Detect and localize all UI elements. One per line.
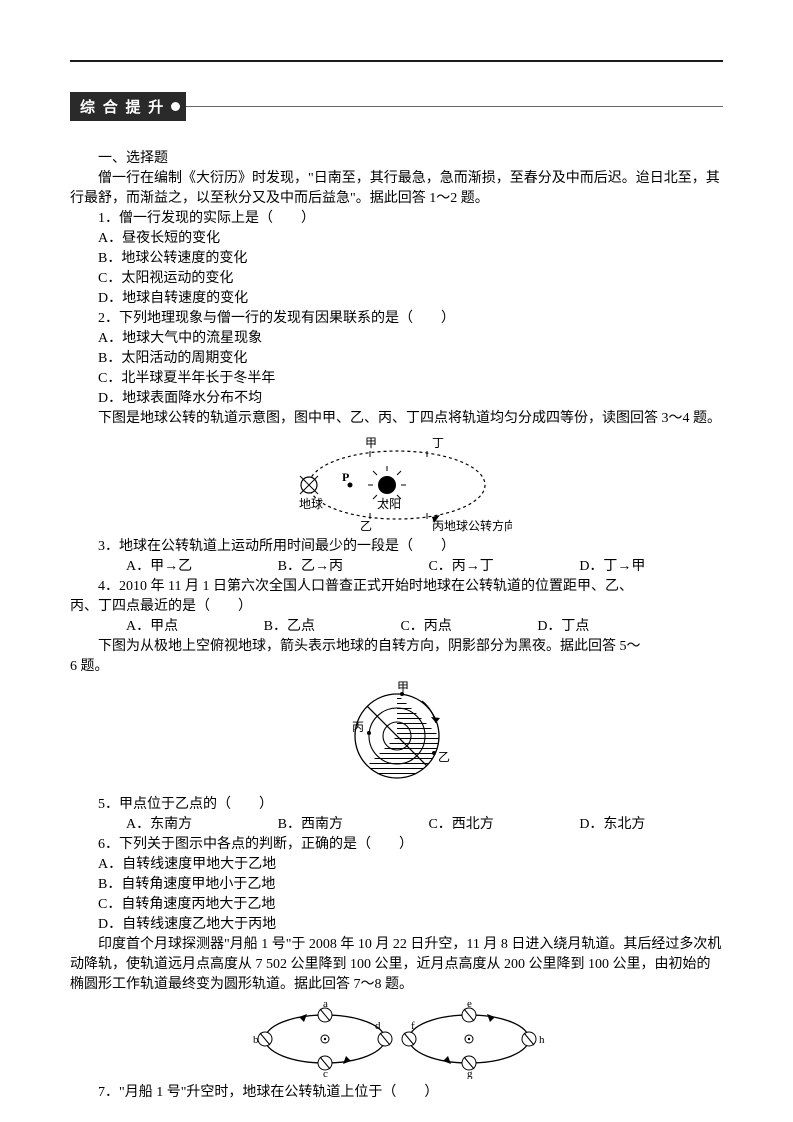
section-label: 一、选择题 [70,149,723,169]
double-orbit-diagram-icon: a b c d e f g h [247,999,547,1079]
polar-diagram-icon: 甲 乙 丙 [332,681,462,791]
section-title: 综 合 提 升 [80,96,165,117]
q1-opt-a: A．昼夜长短的变化 [70,229,723,249]
intro-1-2: 僧一行在编制《大衍历》时发现，"日南至，其行最急，急而渐损，至春分及中而后迟。迨… [70,169,723,209]
q7-stem: 7．"月船 1 号"升空时，地球在公转轨道上位于（ ） [70,1083,723,1103]
q6-stem: 6．下列关于图示中各点的判断，正确的是（ ） [70,835,723,855]
q4-opt-d: D．丁点 [509,617,589,637]
orbit-diagram-icon: 甲 丁 乙 丙 地球 太阳 P 地球公转方向 [282,433,512,533]
q1-stem: 1．僧一行发现的实际上是（ ） [70,209,723,229]
fig3-c: c [323,1068,328,1079]
q4-stem-1: 4．2010 年 11 月 1 日第六次全国人口普查正式开始时地球在公转轨道的位… [70,577,723,597]
fig2-jia: 甲 [397,681,409,694]
q2-stem: 2．下列地理现象与僧一行的发现有因果联系的是（ ） [70,309,723,329]
q5-stem: 5．甲点位于乙点的（ ） [70,795,723,815]
q5-opt-a: A．东南方 [98,815,192,835]
q4-opt-a: A．甲点 [98,617,178,637]
intro-7-8: 印度首个月球探测器"月船 1 号"于 2008 年 10 月 22 日升空，11… [70,935,723,995]
page: 综 合 提 升 一、选择题 僧一行在编制《大衍历》时发现，"日南至，其行最急，急… [0,0,793,1122]
section-header: 综 合 提 升 [70,92,186,121]
fig3-a: a [323,999,328,1010]
q3-stem: 3．地球在公转轨道上运动所用时间最少的一段是（ ） [70,537,723,557]
fig1-dir: 地球公转方向 [444,518,512,533]
q1-opt-d: D．地球自转速度的变化 [70,289,723,309]
section-rule [186,106,723,107]
q6-opt-d: D．自转线速度乙地大于丙地 [70,915,723,935]
intro-3-4: 下图是地球公转的轨道示意图，图中甲、乙、丙、丁四点将轨道均匀分成四等份，读图回答… [70,409,723,429]
intro-5-6-b: 6 题。 [70,657,723,677]
q1-opt-b: B．地球公转速度的变化 [70,249,723,269]
fig1-yi: 乙 [360,519,372,533]
q4-opt-b: B．乙点 [236,617,315,637]
q2-opt-d: D．地球表面降水分布不均 [70,389,723,409]
q4-stem-2: 丙、丁四点最近的是（ ） [70,597,723,617]
fig3-h: h [539,1034,545,1046]
q4-opt-c: C．丙点 [372,617,451,637]
fig1-ding: 丁 [432,436,444,450]
fig1-earth: 地球 [299,497,323,511]
q2-opt-b: B．太阳活动的周期变化 [70,349,723,369]
q3-opt-b: B．乙→丙 [250,557,343,577]
fig3-g: g [467,1068,473,1079]
q6-opt-b: B．自转角速度甲地小于乙地 [70,875,723,895]
fig1-sun: 太阳 [377,496,401,511]
fig3-f: f [411,1020,415,1032]
figure-1: 甲 丁 乙 丙 地球 太阳 P 地球公转方向 [70,433,723,533]
fig3-b: b [253,1034,259,1046]
section-dot-icon [171,102,180,111]
q3-opt-c: C．丙→丁 [400,557,493,577]
fig2-bing: 丙 [352,720,364,734]
q6-opt-c: C．自转角速度丙地大于乙地 [70,895,723,915]
fig2-yi: 乙 [438,750,450,764]
fig1-bing: 丙 [432,519,444,533]
q3-opt-d: D．丁→甲 [551,557,645,577]
q5-opt-d: D．东北方 [551,815,645,835]
figure-3: a b c d e f g h [70,999,723,1079]
q3-opt-a: A．甲→乙 [98,557,192,577]
q2-opt-c: C．北半球夏半年长于冬半年 [70,369,723,389]
section-header-row: 综 合 提 升 [70,92,723,121]
q5-opt-b: B．西南方 [250,815,343,835]
top-rule [70,60,723,62]
q1-opt-c: C．太阳视运动的变化 [70,269,723,289]
fig1-jia: 甲 [365,436,377,450]
figure-2: 甲 乙 丙 [70,681,723,791]
q6-opt-a: A．自转线速度甲地大于乙地 [70,855,723,875]
fig1-p: P [342,470,349,484]
q5-opts: A．东南方 B．西南方 C．西北方 D．东北方 [70,815,723,835]
q4-opts: A．甲点 B．乙点 C．丙点 D．丁点 [70,617,723,637]
fig3-e: e [467,999,472,1010]
q5-opt-c: C．西北方 [400,815,493,835]
q3-opts: A．甲→乙 B．乙→丙 C．丙→丁 D．丁→甲 [70,557,723,577]
content: 一、选择题 僧一行在编制《大衍历》时发现，"日南至，其行最急，急而渐损，至春分及… [70,149,723,1103]
q2-opt-a: A．地球大气中的流星现象 [70,329,723,349]
fig3-d: d [375,1020,381,1032]
intro-5-6-a: 下图为从极地上空俯视地球，箭头表示地球的自转方向，阴影部分为黑夜。据此回答 5～ [70,637,723,657]
